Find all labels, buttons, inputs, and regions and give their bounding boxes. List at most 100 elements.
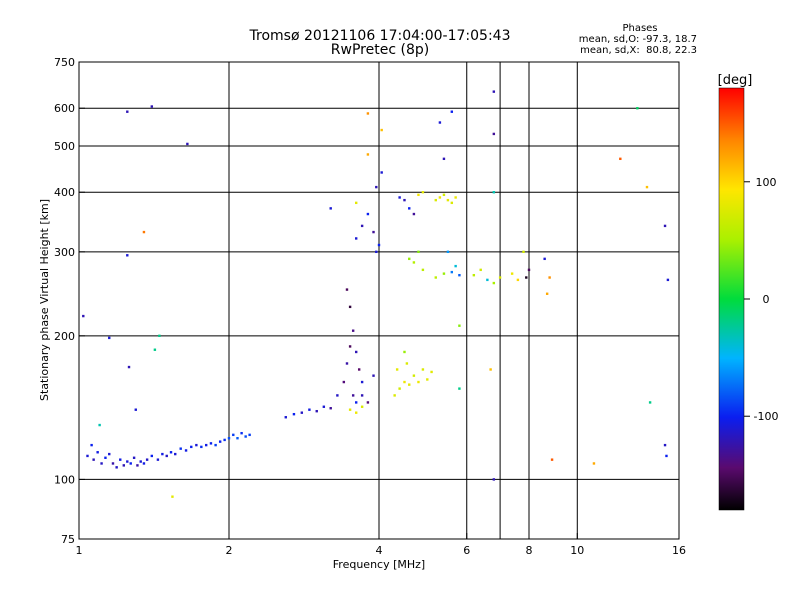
data-point — [204, 443, 208, 447]
data-point — [408, 257, 411, 261]
data-point — [372, 374, 375, 377]
data-point — [190, 445, 193, 449]
data-point — [489, 368, 492, 371]
data-point — [543, 257, 546, 261]
data-point — [516, 278, 520, 282]
data-point — [645, 185, 649, 189]
data-point — [498, 276, 502, 279]
data-point — [421, 268, 425, 272]
data-points — [82, 90, 670, 498]
chart-title: Tromsø 20121106 17:04:00-17:05:43 — [249, 28, 511, 44]
data-point — [161, 452, 164, 456]
y-tick-label: 600 — [54, 102, 75, 115]
data-point — [366, 112, 370, 115]
data-point — [236, 437, 239, 440]
data-point — [348, 345, 352, 348]
data-point — [96, 451, 99, 454]
data-point — [169, 451, 173, 454]
x-tick-label: 16 — [672, 544, 686, 557]
data-point — [150, 105, 154, 108]
y-tick-label: 200 — [54, 330, 75, 343]
data-point — [322, 405, 326, 408]
data-point — [354, 401, 358, 404]
data-point — [393, 394, 396, 397]
data-point — [666, 278, 670, 282]
phases-stats-o: mean, sd,O: -97.3, 18.7 — [579, 34, 697, 45]
data-point — [108, 452, 111, 456]
data-point — [342, 380, 346, 384]
y-axis-ticks: 75 100 200 300 400 500 600 750 — [54, 56, 85, 546]
data-point — [377, 243, 381, 247]
data-point — [446, 198, 450, 202]
data-point — [522, 250, 525, 254]
data-point — [434, 276, 437, 279]
data-point — [434, 198, 437, 202]
data-point — [380, 128, 383, 132]
data-point — [104, 456, 107, 459]
data-point — [195, 443, 198, 447]
data-point — [438, 196, 442, 199]
data-point — [398, 196, 401, 199]
data-point — [458, 387, 461, 390]
x-tick-label: 4 — [376, 544, 383, 557]
data-point — [421, 368, 425, 371]
data-point — [115, 466, 118, 469]
y-tick-label: 500 — [54, 140, 75, 153]
data-point — [308, 408, 311, 411]
data-point — [486, 278, 489, 282]
data-point — [150, 454, 154, 458]
data-point — [136, 464, 139, 467]
data-point — [442, 193, 446, 197]
data-point — [360, 224, 364, 228]
x-tick-label: 1 — [76, 544, 83, 557]
data-point — [86, 454, 89, 458]
data-point — [111, 462, 115, 465]
data-point — [408, 383, 411, 386]
data-point — [315, 409, 318, 413]
data-point — [458, 273, 461, 277]
data-point — [492, 191, 496, 194]
data-point — [417, 250, 420, 254]
data-point — [171, 495, 174, 498]
data-point — [98, 423, 101, 427]
phases-stats-x: mean, sd,X: 80.8, 22.3 — [580, 45, 697, 56]
data-point — [214, 443, 217, 447]
data-point — [186, 142, 189, 146]
data-point — [492, 478, 496, 481]
y-axis-label: Stationary phase Virtual Height [km] — [38, 199, 51, 401]
colorbar-label: [deg] — [718, 73, 753, 88]
data-point — [442, 272, 446, 275]
data-point — [145, 458, 149, 461]
data-point — [472, 273, 476, 277]
x-axis-label: Frequency [MHz] — [333, 558, 425, 571]
y-tick-label: 750 — [54, 56, 75, 69]
data-point — [366, 153, 370, 156]
data-point — [375, 185, 378, 189]
data-point — [240, 431, 243, 435]
x-axis-ticks: 1 2 4 6 8 10 16 — [76, 533, 686, 557]
x-tick-label: 2 — [226, 544, 233, 557]
data-point — [142, 230, 146, 234]
data-point — [351, 329, 355, 332]
data-point — [492, 90, 496, 93]
data-point — [348, 305, 352, 309]
data-point — [408, 207, 411, 210]
data-point — [417, 380, 420, 384]
data-point — [619, 157, 622, 161]
data-point — [227, 437, 231, 440]
colorbar-tick-label: 100 — [756, 176, 777, 189]
data-point — [366, 401, 370, 404]
data-point — [158, 334, 161, 338]
data-point — [545, 292, 549, 295]
y-tick-label: 100 — [54, 473, 75, 486]
data-point — [165, 454, 168, 458]
data-point — [360, 405, 364, 408]
data-point — [126, 110, 129, 113]
grid-lines — [79, 62, 679, 539]
data-point — [90, 443, 93, 447]
data-point — [380, 171, 383, 174]
data-point — [100, 462, 103, 465]
data-point — [421, 191, 425, 194]
phases-title: Phases — [622, 23, 657, 34]
data-point — [329, 407, 332, 410]
